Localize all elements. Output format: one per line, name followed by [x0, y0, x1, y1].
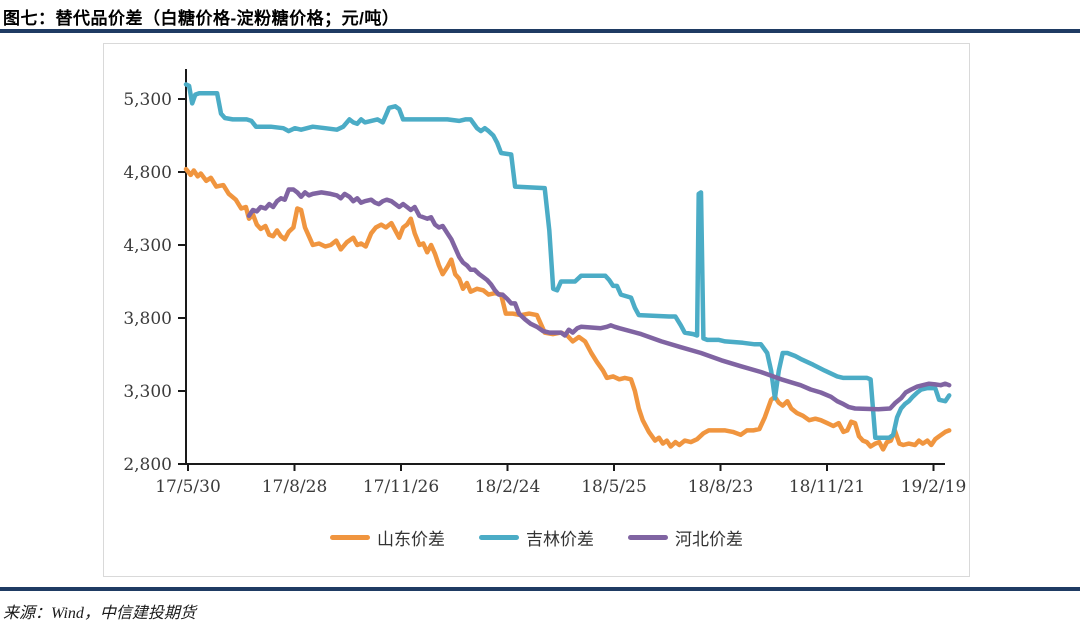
chart-area: 2,800 3,300 3,800 4,300 4,800 5,300 17/5/30 17/… [103, 43, 970, 577]
legend-swatch-icon [479, 535, 519, 540]
legend-swatch-icon [628, 535, 668, 540]
y-tick-label: 2,800 [123, 455, 172, 475]
x-tick-label: 17/8/28 [262, 477, 328, 497]
x-tick-label: 18/8/23 [688, 477, 754, 497]
x-tick-label: 18/5/25 [581, 477, 647, 497]
x-tick-label: 17/11/26 [363, 477, 439, 497]
legend-swatch-icon [330, 535, 370, 540]
x-tick-label: 17/5/30 [155, 477, 221, 497]
line-chart: 2,800 3,300 3,800 4,300 4,800 5,300 17/5/30 17/… [123, 69, 967, 497]
legend-label: 河北价差 [675, 530, 743, 550]
y-tick-label: 5,300 [123, 90, 172, 110]
series-line-1 [183, 82, 952, 440]
legend-label: 吉林价差 [526, 530, 594, 550]
series-line-0 [183, 166, 952, 452]
legend-item-0: 山东价差 [330, 525, 445, 550]
series-line-2 [246, 187, 952, 412]
x-tick-label: 18/11/21 [789, 477, 865, 497]
legend-label: 山东价差 [377, 530, 445, 550]
source-note: 来源：Wind，中信建投期货 [3, 605, 196, 622]
x-tick-label: 19/2/19 [901, 477, 967, 497]
x-tick-label: 18/2/24 [475, 477, 541, 497]
y-tick-label: 4,300 [123, 236, 172, 256]
legend-item-1: 吉林价差 [479, 525, 594, 550]
legend-item-2: 河北价差 [628, 525, 743, 550]
top-divider-rule [0, 29, 1080, 33]
figure-title: 图七：替代品价差（白糖价格-淀粉糖价格；元/吨） [3, 9, 400, 28]
y-tick-label: 3,800 [123, 309, 172, 329]
bottom-divider-rule [0, 587, 1080, 591]
y-tick-label: 3,300 [123, 382, 172, 402]
chart-legend: 山东价差 吉林价差 河北价差 [104, 525, 969, 550]
y-tick-label: 4,800 [123, 163, 172, 183]
